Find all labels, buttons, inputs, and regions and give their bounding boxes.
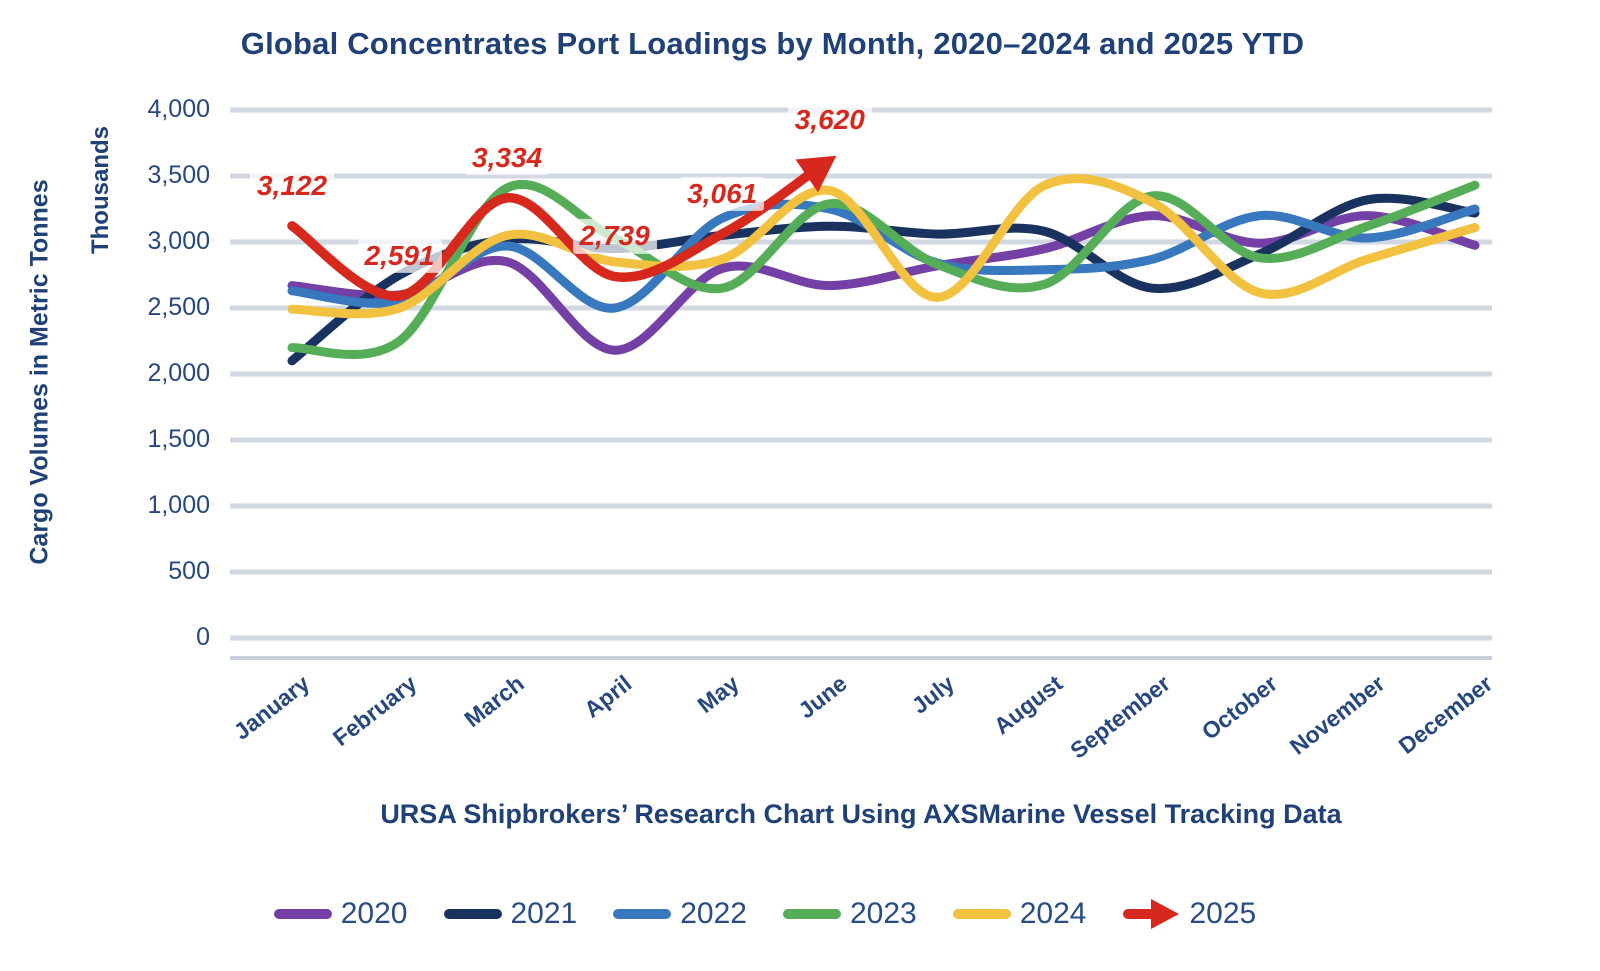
legend-swatch-2022: [613, 909, 672, 919]
data-label-2025-february: 2,591: [357, 238, 442, 274]
legend-item-2024: 2024: [952, 897, 1087, 931]
data-label-2025-january: 3,122: [249, 168, 335, 203]
data-label-2025-may: 3,061: [680, 176, 765, 212]
y-tick-label: 2,500: [147, 293, 210, 321]
data-label-2025-june: 3,620: [787, 103, 872, 138]
data-label-2025-april: 2,739: [572, 219, 657, 254]
y-tick-label: 1,500: [147, 425, 210, 453]
y-tick-label: 3,500: [147, 161, 210, 189]
legend-label-2023: 2023: [850, 897, 917, 930]
legend-item-2025: 2025: [1122, 896, 1257, 932]
legend-arrow-icon: [1122, 899, 1179, 929]
data-label-2025-march: 3,334: [465, 140, 550, 175]
legend-item-2021: 2021: [443, 897, 578, 931]
legend-item-2020: 2020: [273, 897, 408, 931]
series-line-2024: [287, 174, 1480, 319]
y-tick-label: 500: [168, 557, 210, 585]
legend-label-2025: 2025: [1189, 897, 1257, 930]
y-tick-label: 0: [196, 623, 210, 651]
legend-swatch-2020: [273, 909, 332, 919]
legend-item-2023: 2023: [783, 897, 917, 931]
gridlines: [230, 107, 1492, 660]
series-line-2020: [287, 211, 1480, 355]
legend-label-2021: 2021: [510, 897, 578, 930]
legend-swatch-2024: [952, 909, 1011, 919]
legend-label-2022: 2022: [680, 897, 747, 930]
legend-label-2020: 2020: [340, 897, 408, 930]
y-tick-label: 4,000: [147, 95, 210, 123]
y-tick-label: 1,000: [147, 491, 210, 519]
legend-swatch-2021: [443, 909, 502, 919]
legend-swatch-2023: [783, 909, 841, 919]
legend-item-2022: 2022: [613, 897, 747, 931]
chart-title: Global Concentrates Port Loadings by Mon…: [240, 26, 1305, 61]
y-tick-label: 3,000: [147, 227, 210, 255]
legend: 2020 2021 2022 2023 2024 2025: [0, 886, 1530, 942]
series-line-2025: [287, 155, 837, 301]
legend-label-2024: 2024: [1019, 897, 1087, 930]
source-caption: URSA Shipbrokers’ Research Chart Using A…: [380, 799, 1342, 829]
y-tick-label: 2,000: [147, 359, 210, 387]
series-lines: [287, 155, 1480, 366]
